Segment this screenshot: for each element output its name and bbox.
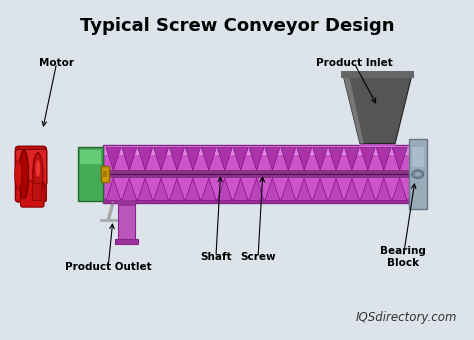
Ellipse shape: [33, 153, 43, 195]
Polygon shape: [169, 148, 184, 170]
Polygon shape: [185, 148, 201, 170]
Polygon shape: [265, 178, 280, 201]
Polygon shape: [328, 148, 344, 170]
Text: Typical Screw Conveyor Design: Typical Screw Conveyor Design: [80, 17, 394, 35]
Polygon shape: [376, 178, 391, 201]
Ellipse shape: [15, 160, 22, 188]
Polygon shape: [185, 178, 201, 201]
Polygon shape: [106, 178, 121, 201]
Bar: [360, 139, 395, 146]
Text: Screw: Screw: [240, 252, 276, 262]
Bar: [118, 203, 136, 240]
Polygon shape: [281, 148, 296, 170]
Polygon shape: [392, 178, 407, 201]
Bar: [103, 170, 410, 178]
Text: IQSdirectory.com: IQSdirectory.com: [356, 311, 457, 324]
Polygon shape: [169, 178, 184, 201]
Polygon shape: [265, 148, 280, 170]
Polygon shape: [360, 148, 375, 170]
Bar: [103, 145, 410, 155]
Text: Product Inlet: Product Inlet: [316, 58, 392, 68]
Bar: [115, 239, 138, 244]
Polygon shape: [249, 178, 264, 201]
Bar: [103, 145, 410, 203]
Polygon shape: [122, 148, 137, 170]
Polygon shape: [345, 148, 359, 170]
Bar: [103, 171, 107, 177]
Polygon shape: [376, 148, 391, 170]
Polygon shape: [392, 148, 407, 170]
Polygon shape: [106, 148, 121, 170]
FancyBboxPatch shape: [20, 181, 44, 207]
Circle shape: [412, 170, 424, 178]
Bar: [80, 150, 100, 164]
Text: Motor: Motor: [39, 58, 74, 68]
Polygon shape: [312, 148, 328, 170]
Ellipse shape: [36, 160, 40, 177]
Bar: [103, 150, 410, 199]
FancyBboxPatch shape: [78, 147, 102, 201]
Polygon shape: [344, 77, 411, 143]
Polygon shape: [297, 148, 312, 170]
Text: Bearing
Block: Bearing Block: [380, 246, 426, 268]
Polygon shape: [217, 178, 232, 201]
Bar: [118, 200, 136, 206]
Polygon shape: [249, 148, 264, 170]
Polygon shape: [281, 178, 296, 201]
Polygon shape: [344, 77, 364, 143]
FancyBboxPatch shape: [409, 139, 427, 209]
Bar: [32, 183, 41, 200]
Polygon shape: [233, 148, 248, 170]
Polygon shape: [122, 178, 137, 201]
Polygon shape: [345, 178, 359, 201]
Polygon shape: [312, 178, 328, 201]
Polygon shape: [360, 178, 375, 201]
Text: Shaft: Shaft: [200, 252, 232, 262]
Polygon shape: [154, 148, 169, 170]
Polygon shape: [137, 178, 153, 201]
Bar: [103, 199, 410, 203]
Polygon shape: [328, 178, 344, 201]
Polygon shape: [233, 178, 248, 201]
Polygon shape: [154, 178, 169, 201]
Polygon shape: [137, 148, 153, 170]
FancyBboxPatch shape: [16, 146, 46, 202]
FancyBboxPatch shape: [16, 149, 47, 185]
Text: Product Outlet: Product Outlet: [65, 262, 152, 272]
FancyBboxPatch shape: [101, 167, 109, 182]
Bar: [341, 71, 414, 78]
Polygon shape: [297, 178, 312, 201]
Polygon shape: [201, 178, 216, 201]
Polygon shape: [201, 148, 216, 170]
Circle shape: [415, 172, 420, 176]
Ellipse shape: [19, 150, 28, 199]
Bar: [412, 147, 424, 167]
Polygon shape: [217, 148, 232, 170]
